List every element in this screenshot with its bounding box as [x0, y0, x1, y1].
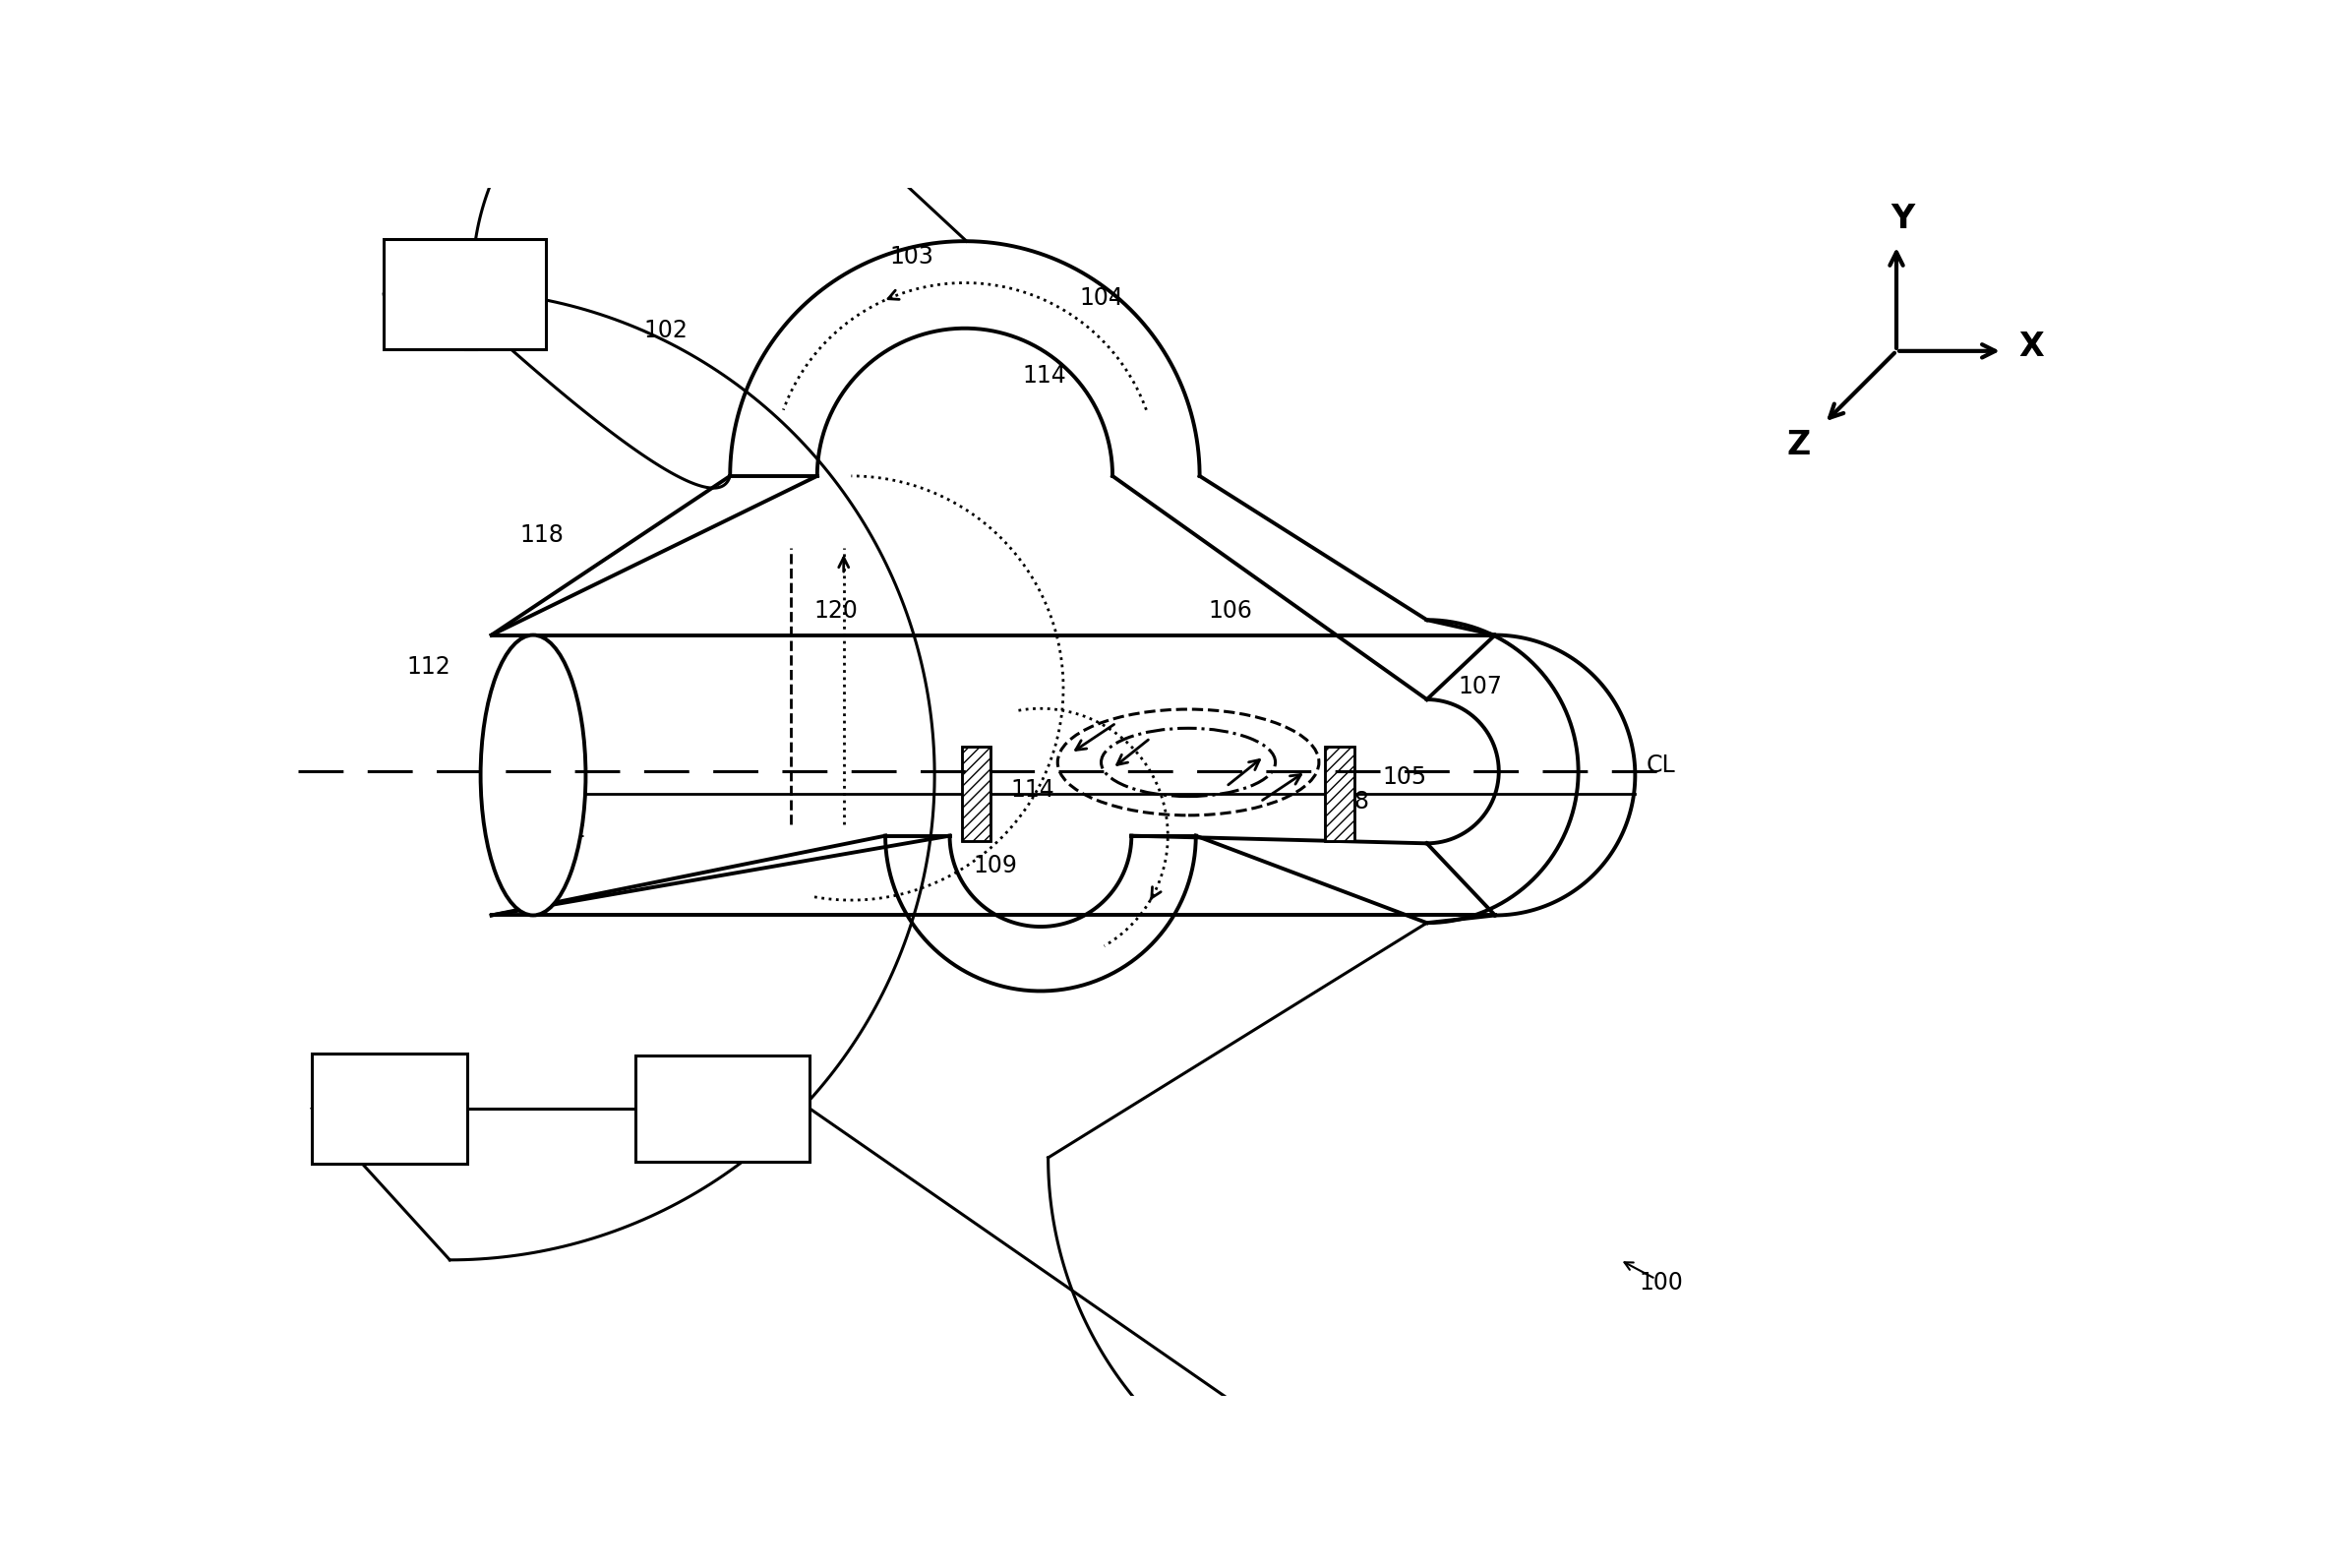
Text: 122: 122 [543, 818, 587, 842]
Bar [636, 1055, 810, 1162]
Bar [962, 746, 990, 842]
Text: 112: 112 [407, 655, 452, 679]
Text: 106: 106 [1207, 599, 1252, 622]
Text: 105: 105 [1383, 765, 1427, 789]
Text: 118: 118 [519, 524, 564, 547]
Bar [1324, 746, 1355, 842]
Text: CL: CL [1647, 754, 1675, 778]
Text: 101: 101 [424, 246, 468, 270]
Text: Y: Y [1891, 202, 1914, 235]
Ellipse shape [480, 635, 585, 916]
Text: 111: 111 [489, 818, 534, 842]
Bar [1324, 746, 1355, 842]
Text: 100: 100 [1640, 1270, 1685, 1295]
Text: 103: 103 [889, 245, 934, 268]
Text: Z: Z [1788, 430, 1811, 461]
Bar [311, 1054, 468, 1163]
Text: 108: 108 [1324, 790, 1369, 814]
Text: 110: 110 [709, 1079, 751, 1102]
Text: 109: 109 [973, 855, 1018, 878]
Text: 120: 120 [814, 599, 859, 622]
Text: 114: 114 [1011, 779, 1055, 803]
Text: 107: 107 [1458, 674, 1502, 698]
Text: 113: 113 [339, 1069, 381, 1094]
Bar [962, 746, 990, 842]
Text: 104: 104 [1079, 287, 1123, 310]
Text: 114: 114 [1023, 364, 1067, 387]
Text: X: X [2019, 331, 2045, 364]
Bar [384, 240, 548, 350]
Text: 102: 102 [644, 318, 688, 342]
